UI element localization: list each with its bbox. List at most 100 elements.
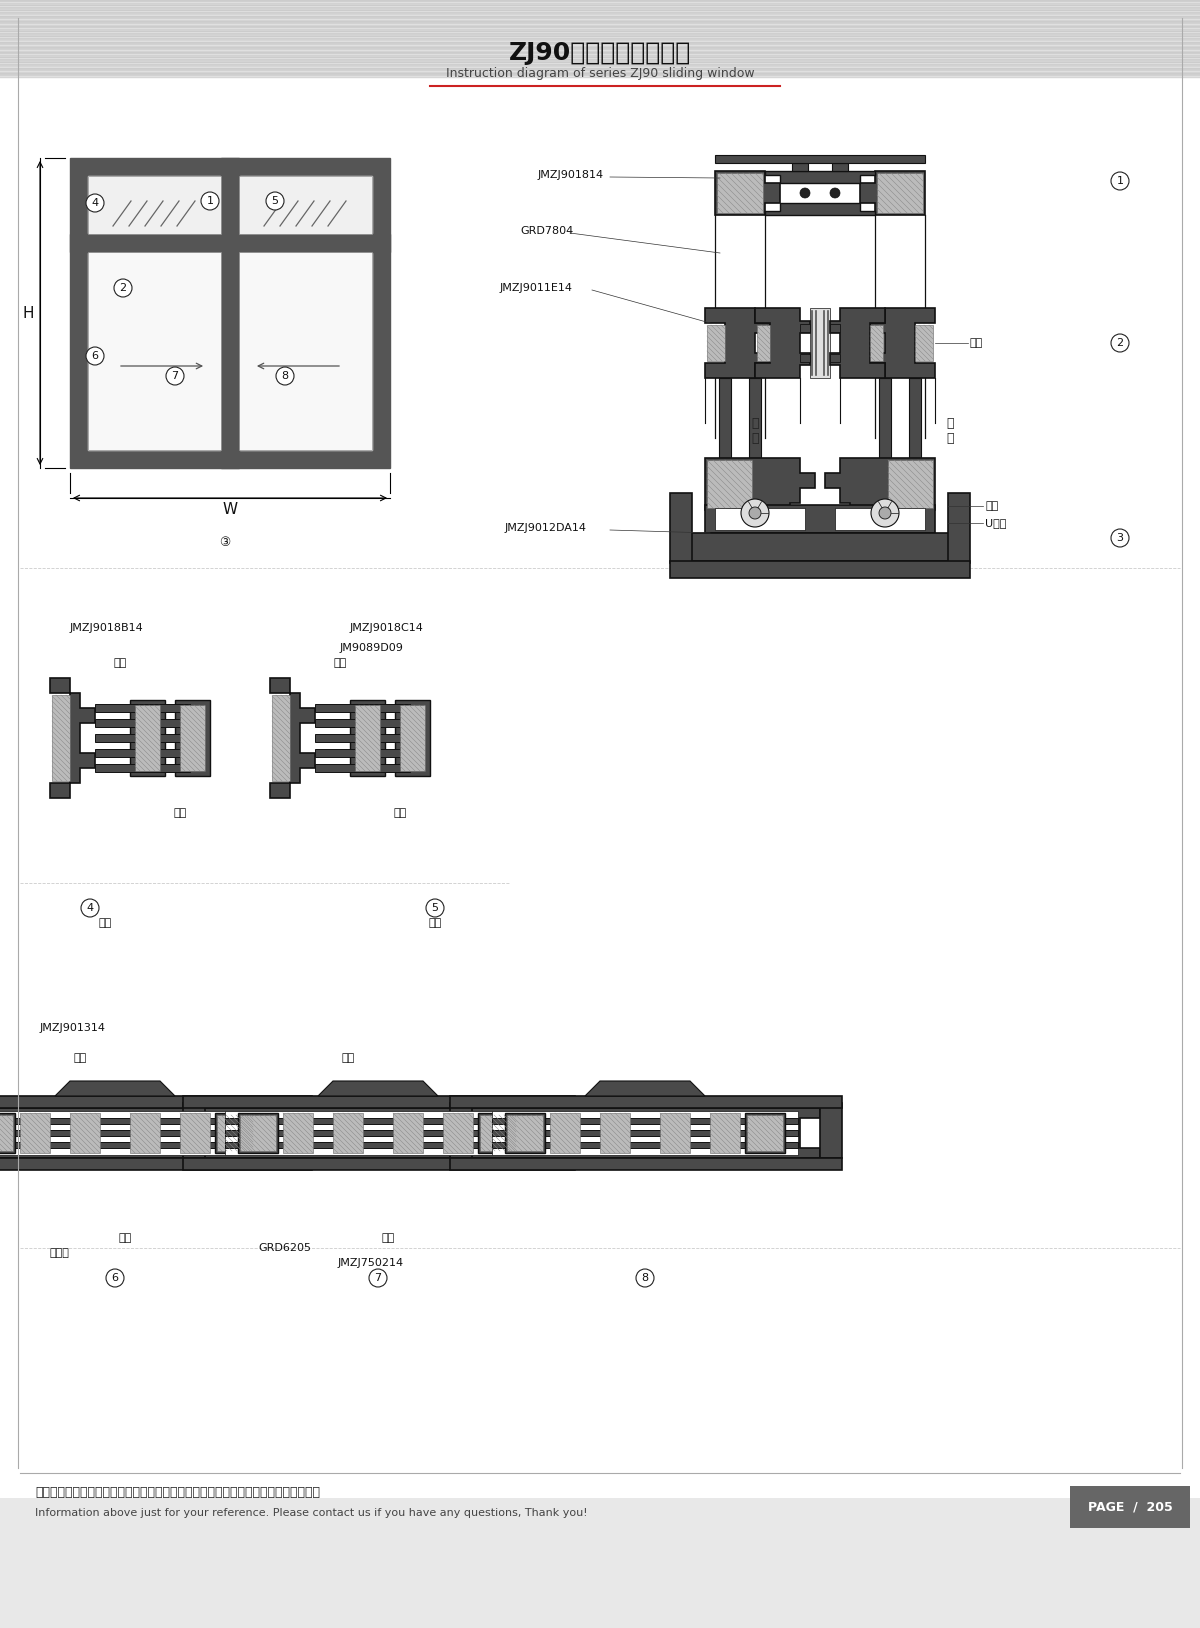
- Bar: [95, 734, 190, 742]
- Polygon shape: [830, 353, 840, 361]
- Bar: [810, 308, 830, 378]
- Text: JMZJ9018C14: JMZJ9018C14: [350, 624, 424, 633]
- Text: 1: 1: [206, 195, 214, 207]
- Text: 7: 7: [172, 371, 179, 381]
- Bar: [877, 173, 923, 213]
- Bar: [134, 705, 160, 772]
- Bar: [718, 173, 763, 213]
- Bar: [0, 1130, 268, 1136]
- Polygon shape: [50, 677, 95, 798]
- Bar: [820, 1104, 842, 1158]
- Text: 室外: 室外: [394, 807, 407, 817]
- Bar: [508, 1115, 542, 1151]
- Bar: [878, 378, 890, 457]
- Text: 4: 4: [86, 904, 94, 913]
- Bar: [180, 705, 205, 772]
- Text: 6: 6: [112, 1273, 119, 1283]
- Bar: [226, 1110, 530, 1154]
- Text: PAGE  /  205: PAGE / 205: [1087, 1501, 1172, 1514]
- Text: JMZJ9018B14: JMZJ9018B14: [70, 624, 144, 633]
- Polygon shape: [318, 1081, 438, 1096]
- Text: 5: 5: [432, 904, 438, 913]
- Text: H: H: [23, 306, 34, 321]
- Polygon shape: [706, 308, 770, 378]
- Bar: [749, 378, 761, 457]
- Bar: [182, 1104, 205, 1158]
- Text: U型槽: U型槽: [985, 518, 1007, 527]
- Text: GRD6205: GRD6205: [258, 1244, 311, 1254]
- Bar: [400, 705, 425, 772]
- Bar: [355, 705, 380, 772]
- Bar: [916, 326, 934, 361]
- Polygon shape: [70, 158, 390, 467]
- Bar: [95, 764, 190, 772]
- Bar: [0, 1115, 13, 1151]
- Polygon shape: [800, 324, 810, 332]
- Text: 图中所示型材截面、装配、编号、尺寸及重量仅供参考。如有疑问，请向本公司查询。: 图中所示型材截面、装配、编号、尺寸及重量仅供参考。如有疑问，请向本公司查询。: [35, 1486, 320, 1499]
- Bar: [888, 461, 934, 508]
- Circle shape: [266, 192, 284, 210]
- Bar: [239, 176, 372, 234]
- Bar: [215, 1114, 256, 1153]
- Bar: [690, 532, 950, 562]
- Bar: [0, 1158, 312, 1171]
- Bar: [180, 1114, 210, 1153]
- Text: 毛条: 毛条: [970, 339, 983, 348]
- Polygon shape: [830, 308, 886, 378]
- Bar: [70, 1114, 100, 1153]
- Circle shape: [86, 194, 104, 212]
- Polygon shape: [800, 353, 810, 361]
- Bar: [707, 326, 725, 361]
- Text: 3: 3: [1116, 532, 1123, 544]
- Bar: [314, 720, 410, 728]
- Bar: [707, 461, 752, 508]
- Bar: [670, 493, 692, 563]
- Bar: [835, 508, 925, 531]
- Polygon shape: [88, 176, 372, 449]
- Bar: [314, 764, 410, 772]
- Text: Instruction diagram of series ZJ90 sliding window: Instruction diagram of series ZJ90 slidi…: [445, 67, 755, 80]
- Bar: [394, 1114, 424, 1153]
- Polygon shape: [55, 1081, 175, 1096]
- Bar: [553, 1104, 575, 1158]
- Bar: [180, 705, 205, 772]
- Text: 滑轮: 滑轮: [985, 501, 998, 511]
- Circle shape: [878, 506, 890, 519]
- Bar: [910, 378, 922, 457]
- Polygon shape: [792, 163, 808, 171]
- Polygon shape: [860, 171, 925, 215]
- Circle shape: [86, 347, 104, 365]
- Bar: [492, 1110, 798, 1154]
- Bar: [505, 1114, 545, 1153]
- Bar: [0, 78, 1200, 1498]
- Bar: [0, 1141, 268, 1148]
- Polygon shape: [203, 1109, 553, 1158]
- Circle shape: [106, 1268, 124, 1288]
- Text: JMZJ901814: JMZJ901814: [538, 169, 604, 181]
- Text: 室外: 室外: [428, 918, 442, 928]
- Bar: [492, 1141, 798, 1148]
- Text: GRD7804: GRD7804: [520, 226, 574, 236]
- Polygon shape: [766, 171, 875, 182]
- Bar: [870, 326, 883, 361]
- Bar: [238, 1114, 278, 1153]
- Bar: [550, 1114, 580, 1153]
- Bar: [706, 505, 935, 532]
- Text: 8: 8: [642, 1273, 648, 1283]
- Circle shape: [166, 366, 184, 384]
- Text: ZJ90系列推拉窗结构图: ZJ90系列推拉窗结构图: [509, 41, 691, 65]
- Bar: [20, 1114, 50, 1153]
- Text: JMZJ9011E14: JMZJ9011E14: [500, 283, 574, 293]
- Text: 室
内: 室 内: [751, 417, 758, 444]
- Bar: [334, 1114, 364, 1153]
- Circle shape: [871, 500, 899, 527]
- Bar: [95, 720, 190, 728]
- Bar: [0, 1118, 268, 1123]
- Circle shape: [426, 899, 444, 917]
- Bar: [948, 493, 970, 563]
- Bar: [0, 1096, 312, 1109]
- Bar: [95, 749, 190, 757]
- Text: 室外: 室外: [173, 807, 187, 817]
- Circle shape: [1111, 173, 1129, 190]
- Bar: [0, 1114, 14, 1153]
